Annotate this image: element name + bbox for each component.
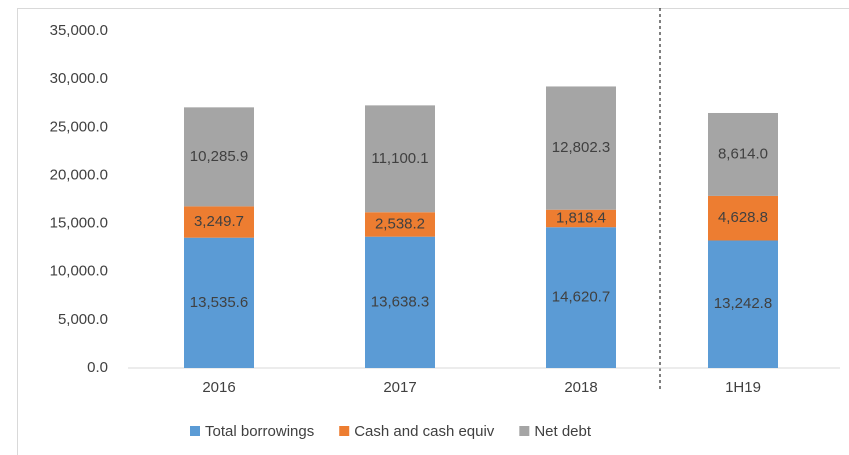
x-tick-label: 1H19 — [725, 379, 761, 396]
data-label: 14,620.7 — [552, 289, 610, 306]
bar-segment — [184, 107, 254, 207]
y-tick-label: 20,000.0 — [50, 166, 108, 183]
data-label: 1,818.4 — [556, 209, 606, 226]
bar-segment — [546, 209, 616, 228]
data-label: 2,538.2 — [375, 215, 425, 232]
y-tick-label: 0.0 — [87, 359, 108, 376]
x-tick-label: 2017 — [383, 379, 416, 396]
data-label: 13,638.3 — [371, 293, 429, 310]
y-tick-label: 15,000.0 — [50, 215, 108, 232]
legend-label: Total borrowings — [205, 423, 314, 440]
y-tick-label: 30,000.0 — [50, 70, 108, 87]
data-label: 11,100.1 — [371, 150, 428, 167]
legend-label: Cash and cash equiv — [354, 423, 495, 440]
bar-segment — [184, 237, 254, 368]
legend-swatch — [519, 426, 530, 436]
bar-segment — [708, 240, 778, 368]
bar-segment — [365, 105, 435, 213]
data-label: 10,285.9 — [190, 148, 248, 165]
bar-segment — [546, 86, 616, 210]
data-label: 13,535.6 — [190, 294, 248, 311]
bar-segment — [365, 236, 435, 368]
y-tick-label: 10,000.0 — [50, 263, 108, 280]
data-label: 3,249.7 — [194, 213, 244, 230]
data-label: 13,242.8 — [714, 295, 772, 312]
bar-segment — [546, 227, 616, 368]
legend-swatch — [190, 426, 200, 436]
legend-swatch — [339, 426, 350, 436]
x-tick-label: 2016 — [202, 379, 235, 396]
y-tick-label: 5,000.0 — [58, 311, 108, 328]
y-tick-label: 25,000.0 — [50, 118, 108, 135]
bar-segment — [184, 206, 254, 238]
bar-segment — [708, 195, 778, 241]
bar-segment — [365, 212, 435, 237]
legend-label: Net debt — [534, 423, 592, 440]
data-label: 12,802.3 — [552, 139, 610, 156]
data-label: 8,614.0 — [718, 145, 768, 162]
data-label: 4,628.8 — [718, 209, 768, 226]
y-tick-label: 35,000.0 — [50, 22, 108, 39]
bar-segment — [708, 112, 778, 196]
x-tick-label: 2018 — [564, 379, 597, 396]
chart-border — [17, 8, 849, 455]
